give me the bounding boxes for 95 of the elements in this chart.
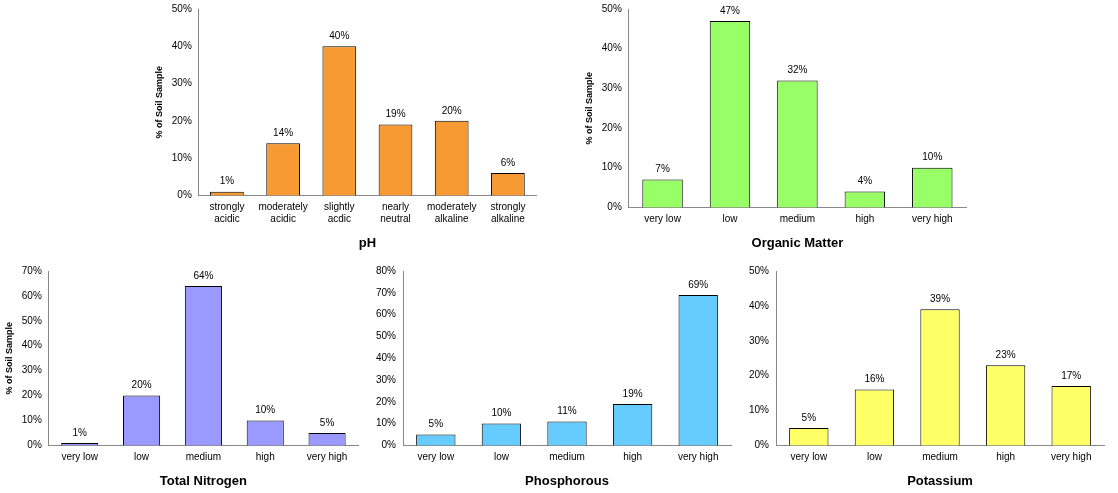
data-label: 5% [319,416,335,428]
y-tick-label: 10% [749,404,770,416]
x-tick-label: very high [911,213,953,225]
data-label: 32% [787,64,808,76]
y-tick-label: 0% [607,201,622,213]
y-tick-label: 30% [376,373,397,385]
y-tick-label: 40% [376,351,397,363]
data-label: 69% [688,278,709,290]
x-tick-label: medium [549,451,585,463]
y-tick-label: 30% [749,334,770,346]
data-label: 5% [801,411,817,423]
y-tick-label: 40% [171,40,192,52]
data-label: 5% [428,418,444,430]
y-tick-label: 80% [376,264,397,276]
data-label: 1% [219,175,235,187]
x-tick-label: strongly alkaline [490,201,526,225]
x-tick-label: high [855,213,875,225]
x-tick-label: high [996,451,1016,463]
y-tick-label: 50% [376,330,397,342]
y-tick-label: 40% [601,42,622,54]
data-label: 16% [864,373,885,385]
x-tick-label: very high [1050,451,1092,463]
x-tick-label: low [134,451,150,463]
y-tick-label: 0% [177,189,192,201]
data-label: 7% [655,163,670,175]
data-label: 4% [857,175,873,187]
data-label: 39% [930,293,951,305]
y-tick-label: 30% [171,77,192,89]
y-tick-label: 20% [171,114,192,126]
y-tick-label: 20% [376,395,397,407]
data-label: 6% [500,156,516,168]
x-axis-title: pH [358,234,377,250]
y-tick-label: 20% [21,389,42,401]
y-tick-label: 70% [21,264,42,276]
y-tick-label: 60% [376,308,397,320]
y-tick-label: 30% [601,82,622,94]
x-axis-title: Phosphorous [525,472,609,488]
x-tick-label: very high [677,451,719,463]
data-label: 47% [719,4,741,16]
y-tick-label: 30% [21,364,42,376]
x-tick-label: high [255,451,275,463]
data-label: 40% [329,30,350,42]
y-tick-label: 50% [21,314,42,326]
x-tick-label: medium [779,213,816,225]
data-label: 11% [557,405,577,417]
x-tick-label: low [866,451,883,463]
x-tick-label: slightly acdic [324,201,355,225]
y-tick-label: 40% [749,299,770,311]
y-tick-label: 10% [376,417,397,429]
data-label: 19% [622,387,643,399]
data-label: 10% [922,151,943,163]
x-tick-label: moderately alkaline [426,201,477,225]
data-label: 17% [1061,369,1082,381]
x-axis-title: Total Nitrogen [159,472,248,488]
y-tick-label: 20% [601,121,622,133]
x-tick-label: high [623,451,643,463]
data-label: 14% [273,126,294,138]
data-label: 64% [193,269,214,281]
y-tick-label: 60% [21,289,42,301]
data-label: 20% [131,379,152,391]
data-label: 10% [255,404,276,416]
x-tick-label: low [722,213,739,225]
x-tick-label: very low [790,451,828,463]
y-tick-label: 40% [21,339,42,351]
y-tick-label: 50% [171,2,192,14]
x-tick-label: strongly acidic [209,201,245,225]
x-axis-title: Potassium [907,472,973,488]
y-tick-label: 50% [601,2,622,14]
y-tick-label: 10% [171,151,192,163]
data-label: 23% [995,348,1016,360]
y-tick-label: 50% [749,264,770,276]
x-axis-title: Organic Matter [751,234,844,250]
x-tick-label: low [493,451,510,463]
y-axis-title: % of Soil Sample [583,71,594,145]
x-tick-label: very low [61,451,99,463]
y-tick-label: 20% [749,369,770,381]
x-tick-label: medium [922,451,958,463]
y-axis-title: % of Soil Sample [3,321,14,395]
y-tick-label: 0% [27,439,42,451]
data-label: 1% [72,426,88,438]
data-label: 20% [441,104,462,116]
x-tick-label: moderately acidic [258,201,308,225]
y-tick-label: 0% [754,439,770,451]
y-tick-label: 70% [376,286,397,298]
x-tick-label: very high [306,451,348,463]
y-tick-label: 10% [21,414,42,426]
y-axis-title: % of Soil Sample [153,65,164,139]
y-tick-label: 0% [381,439,397,451]
x-tick-label: very low [417,451,455,463]
y-tick-label: 10% [601,161,622,173]
x-tick-label: nearly neutral [380,201,411,225]
x-tick-label: very low [644,213,682,225]
data-label: 19% [385,108,406,120]
data-label: 10% [491,407,512,419]
x-tick-label: medium [185,451,222,463]
